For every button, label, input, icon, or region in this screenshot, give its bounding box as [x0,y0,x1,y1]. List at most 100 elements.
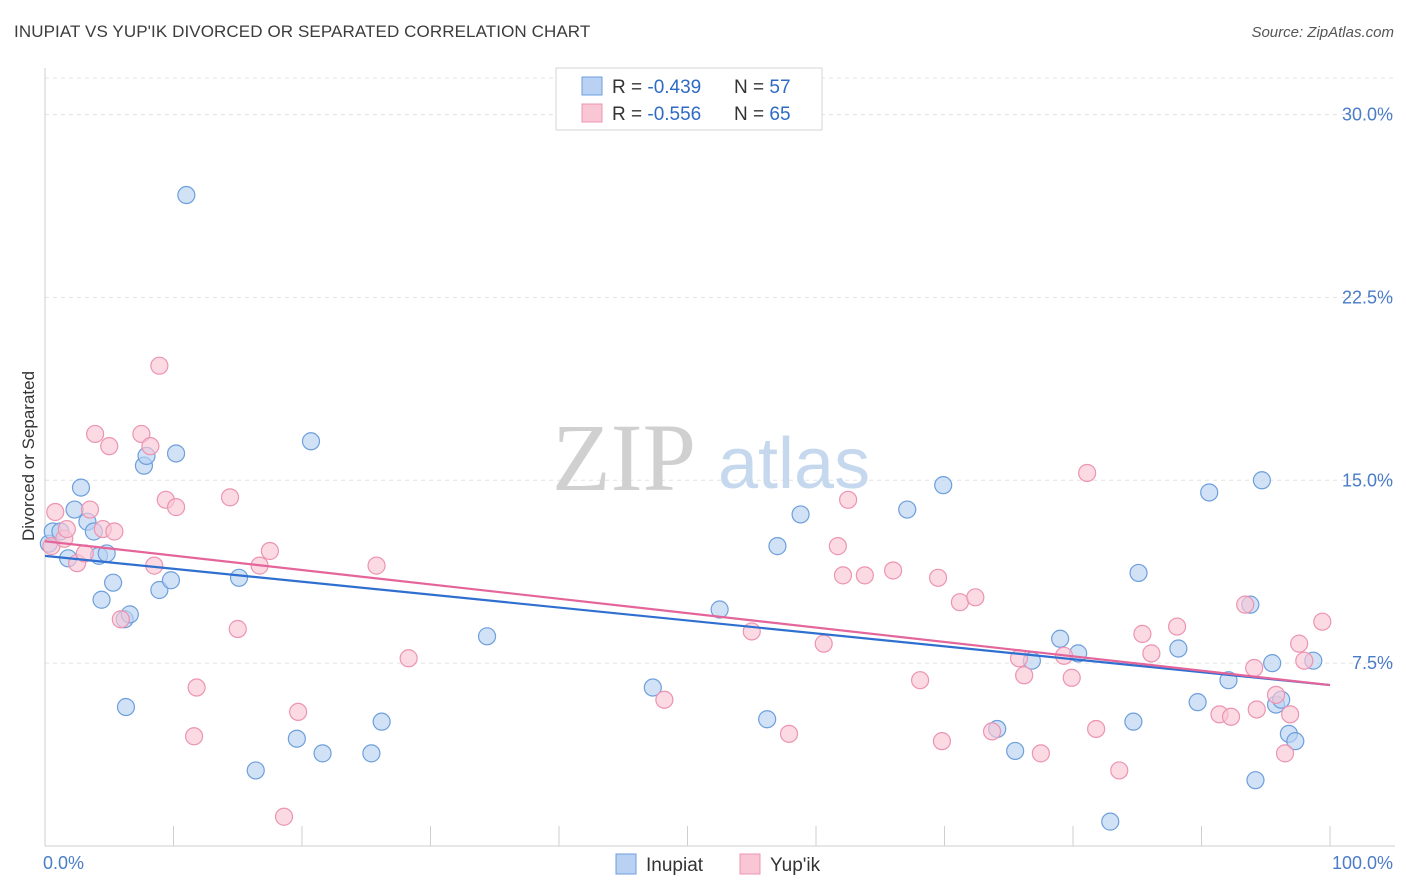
y-tick-label-1: 15.0% [1342,470,1393,490]
inupiat-point-50 [1252,471,1271,490]
x-tick-label-right: 100.0% [1332,853,1393,873]
yupik-point-48 [1078,463,1097,483]
yupik-point-64 [1313,612,1332,631]
inupiat-point-29 [643,678,662,697]
yupik-point-37 [910,671,930,690]
chart-title: INUPIAT VS YUP'IK DIVORCED OR SEPARATED … [14,22,591,41]
inupiat-point-43 [1129,563,1148,583]
legend-row-inupiat: R = -0.439 [612,77,701,98]
yupik-point-7 [86,424,105,444]
yupik-point-21 [228,619,247,639]
inupiat-point-33 [791,505,810,524]
yupik-point-50 [1110,761,1129,780]
inupiat-point-25 [313,744,332,763]
yupik-point-6 [80,500,100,519]
yupik-point-15 [150,356,169,375]
inupiat-point-9 [92,590,111,609]
yupik-point-56 [1236,595,1255,614]
inupiat-point-46 [1200,483,1219,502]
yupik-point-23 [260,541,279,561]
inupiat-point-23 [287,729,306,748]
yupik-point-19 [187,678,206,697]
inupiat-point-37 [1006,741,1025,761]
inupiat-point-34 [898,500,917,519]
bottom-legend: Inupiat Yup'ik [615,853,821,876]
legend-n-value-yupik: 65 [769,104,790,125]
yupik-point-26 [367,556,386,575]
yupik-point-17 [166,498,186,517]
inupiat-point-30 [710,600,729,619]
yupik-point-40 [950,593,970,612]
legend-n-value-inupiat: 57 [769,77,790,98]
yupik-point-63 [1295,651,1314,670]
bottom-legend-swatch-inupiat [615,853,637,875]
yupik-point-32 [828,537,847,556]
yupik-points [42,356,1332,826]
yupik-point-55 [1221,707,1241,726]
legend-n-yupik: N = 65 [734,104,791,125]
inupiat-point-26 [362,744,381,763]
inupiat-point-51 [1263,654,1282,673]
legend: R = -0.439 N = 57 R = -0.556 N = 65 [555,67,823,131]
inupiat-point-11 [104,573,123,592]
bottom-legend-label-inupiat: Inupiat [646,855,704,876]
yupik-point-10 [105,522,124,541]
yupik-point-39 [932,732,952,751]
yupik-point-35 [855,566,874,585]
yupik-point-36 [883,561,903,580]
inupiat-point-18 [161,571,181,590]
yupik-point-13 [141,437,160,456]
yupik-point-41 [966,588,985,607]
inupiat-point-31 [758,710,777,729]
legend-row-yupik: R = -0.556 [612,104,701,125]
inupiat-point-42 [1124,712,1143,731]
yupik-trend-line [44,540,1331,687]
yupik-point-57 [1245,658,1264,678]
inupiat-point-44 [1169,639,1188,658]
inupiat-point-4 [65,500,84,519]
yupik-point-45 [1031,744,1050,763]
legend-swatch-yupik [581,103,603,123]
yupik-point-25 [289,702,308,722]
yupik-point-12 [132,424,151,444]
bottom-legend-swatch-yupik [739,853,761,875]
y-tick-labels: 7.5% 15.0% 22.5% 30.0% [1342,105,1393,674]
yupik-point-60 [1275,744,1295,763]
trend-lines [44,540,1331,687]
inupiat-point-22 [246,761,265,780]
legend-n-inupiat: N = 57 [734,77,791,98]
inupiat-point-35 [934,476,953,495]
yupik-point-34 [839,490,858,509]
yupik-point-61 [1281,705,1300,724]
x-tick-label-left: 0.0% [43,853,84,873]
inupiat-point-5 [71,478,91,497]
y-tick-label-3: 30.0% [1342,105,1393,125]
yupik-point-1 [46,502,65,522]
yupik-point-44 [1015,666,1034,685]
legend-r-label-inupiat: R = [612,77,647,98]
inupiat-point-28 [477,627,497,646]
yupik-point-53 [1167,617,1187,636]
yupik-point-49 [1087,719,1106,739]
yupik-point-9 [100,437,119,456]
inupiat-point-27 [372,712,391,731]
watermark-zip: ZIP [552,404,696,511]
legend-swatch-inupiat [581,76,603,96]
legend-n-label-yupik: N = [734,104,769,125]
yupik-point-59 [1266,685,1286,704]
chart-source: Source: ZipAtlas.com [1251,24,1394,41]
yupik-point-62 [1290,634,1309,653]
yupik-point-28 [655,690,674,709]
legend-r-value-inupiat: -0.439 [647,77,701,98]
inupiat-point-45 [1188,693,1207,712]
yupik-point-51 [1133,624,1152,643]
yupik-point-47 [1062,668,1081,687]
legend-r-value-yupik: -0.556 [647,104,701,125]
watermark-atlas: atlas [718,424,870,504]
yupik-point-11 [111,610,130,629]
inupiat-point-20 [177,185,196,205]
yupik-point-18 [184,727,204,746]
axes [44,68,1395,847]
y-axis-title: Divorced or Separated [19,371,38,541]
